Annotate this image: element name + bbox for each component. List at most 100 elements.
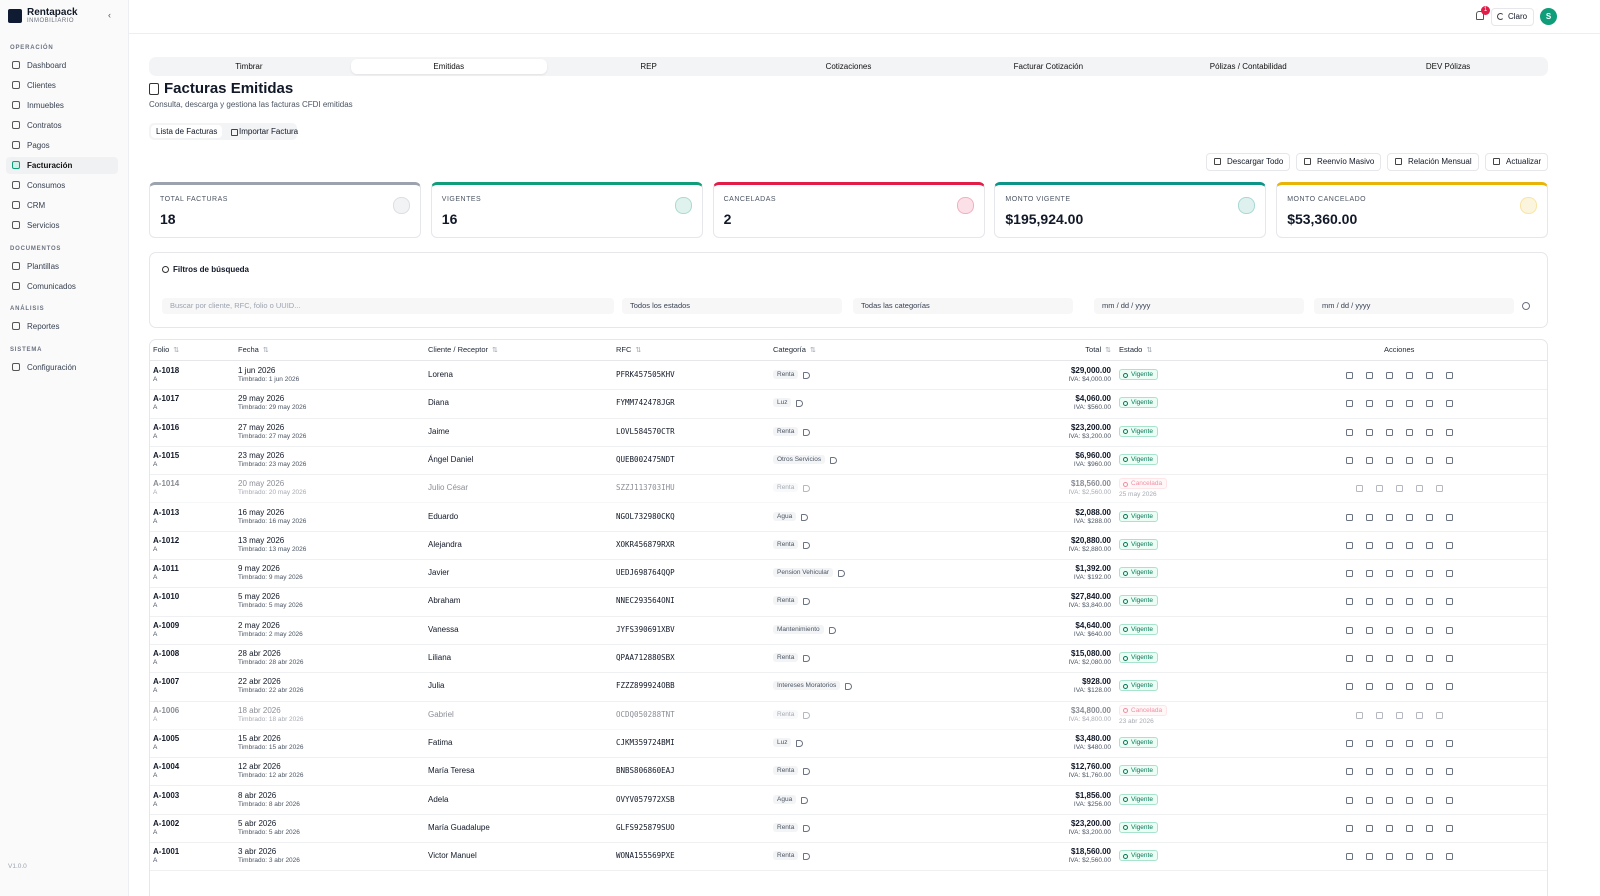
- row-action[interactable]: [1406, 683, 1413, 691]
- tag-icon[interactable]: [803, 598, 810, 606]
- row-action[interactable]: [1386, 824, 1393, 832]
- row-action[interactable]: [1346, 739, 1353, 747]
- row-action[interactable]: [1386, 372, 1393, 379]
- date-from[interactable]: mm / dd / yyyy: [1094, 298, 1304, 314]
- row-action[interactable]: [1346, 655, 1353, 662]
- column-header[interactable]: Folio ⇅: [153, 345, 180, 354]
- row-action[interactable]: [1346, 853, 1353, 861]
- row-action[interactable]: [1426, 570, 1433, 578]
- row-action[interactable]: [1436, 711, 1443, 719]
- row-action[interactable]: [1346, 400, 1353, 408]
- nav-item[interactable]: Contratos: [6, 117, 118, 134]
- tab[interactable]: DEV Pólizas: [1425, 62, 1471, 71]
- row-action[interactable]: [1426, 400, 1433, 408]
- row-action[interactable]: [1406, 796, 1413, 804]
- column-header[interactable]: Cliente / Receptor ⇅: [428, 345, 498, 354]
- row-action[interactable]: [1406, 598, 1413, 606]
- row-action[interactable]: [1406, 768, 1413, 776]
- row-action[interactable]: [1446, 598, 1453, 606]
- row-action[interactable]: [1356, 485, 1363, 493]
- subtab[interactable]: Lista de Facturas: [151, 125, 223, 138]
- row-action[interactable]: [1386, 768, 1393, 776]
- row-action[interactable]: [1426, 824, 1433, 832]
- row-action[interactable]: [1386, 598, 1393, 606]
- row-action[interactable]: [1346, 598, 1353, 606]
- row-action[interactable]: [1346, 456, 1353, 464]
- tag-icon[interactable]: [803, 768, 810, 776]
- clear-filters[interactable]: [1522, 302, 1530, 310]
- row-action[interactable]: [1386, 739, 1393, 747]
- row-action[interactable]: [1416, 485, 1423, 493]
- row-action[interactable]: [1366, 598, 1373, 606]
- row-action[interactable]: [1426, 739, 1433, 747]
- row-action[interactable]: [1396, 711, 1403, 719]
- row-action[interactable]: [1446, 456, 1453, 464]
- tab[interactable]: REP: [640, 62, 657, 71]
- row-action[interactable]: [1366, 541, 1373, 549]
- tag-icon[interactable]: [845, 683, 852, 691]
- row-action[interactable]: [1376, 711, 1383, 719]
- row-action[interactable]: [1426, 683, 1433, 691]
- row-action[interactable]: [1446, 513, 1453, 521]
- nav-item[interactable]: CRM: [6, 197, 118, 214]
- tag-icon[interactable]: [803, 372, 810, 379]
- row-action[interactable]: [1426, 372, 1433, 379]
- tab[interactable]: Timbrar: [235, 62, 263, 71]
- row-action[interactable]: [1426, 853, 1433, 861]
- row-action[interactable]: [1406, 541, 1413, 549]
- nav-item[interactable]: Facturación: [6, 157, 118, 174]
- nav-item[interactable]: Consumos: [6, 177, 118, 194]
- row-action[interactable]: [1406, 655, 1413, 662]
- tag-icon[interactable]: [803, 428, 810, 436]
- search-input[interactable]: Buscar por cliente, RFC, folio o UUID...: [162, 298, 614, 314]
- row-action[interactable]: [1346, 513, 1353, 521]
- column-header[interactable]: Categoría ⇅: [773, 345, 816, 354]
- row-action[interactable]: [1386, 541, 1393, 549]
- row-action[interactable]: [1366, 513, 1373, 521]
- theme-toggle[interactable]: Claro: [1491, 8, 1535, 26]
- row-action[interactable]: [1446, 683, 1453, 691]
- row-action[interactable]: [1356, 711, 1363, 719]
- row-action[interactable]: [1366, 428, 1373, 436]
- row-action[interactable]: [1386, 655, 1393, 662]
- row-action[interactable]: [1446, 428, 1453, 436]
- tag-icon[interactable]: [803, 824, 810, 832]
- row-action[interactable]: [1366, 400, 1373, 408]
- row-action[interactable]: [1426, 513, 1433, 521]
- row-action[interactable]: [1366, 739, 1373, 747]
- action-button[interactable]: Reenvío Masivo: [1296, 153, 1382, 171]
- tag-icon[interactable]: [803, 541, 810, 549]
- row-action[interactable]: [1346, 626, 1353, 634]
- row-action[interactable]: [1386, 683, 1393, 691]
- row-action[interactable]: [1396, 485, 1403, 493]
- tag-icon[interactable]: [803, 485, 810, 493]
- row-action[interactable]: [1376, 485, 1383, 493]
- row-action[interactable]: [1426, 655, 1433, 662]
- row-action[interactable]: [1446, 768, 1453, 776]
- row-action[interactable]: [1426, 626, 1433, 634]
- row-action[interactable]: [1366, 824, 1373, 832]
- row-action[interactable]: [1386, 570, 1393, 578]
- row-action[interactable]: [1446, 372, 1453, 379]
- row-action[interactable]: [1366, 768, 1373, 776]
- row-action[interactable]: [1426, 768, 1433, 776]
- row-action[interactable]: [1346, 372, 1353, 379]
- status-select[interactable]: Todos los estados: [622, 298, 842, 314]
- row-action[interactable]: [1446, 400, 1453, 408]
- tag-icon[interactable]: [796, 400, 803, 408]
- action-button[interactable]: Actualizar: [1485, 153, 1549, 171]
- tab[interactable]: Cotizaciones: [825, 62, 872, 71]
- action-button[interactable]: Descargar Todo: [1206, 153, 1291, 171]
- column-header[interactable]: RFC ⇅: [616, 345, 642, 354]
- row-action[interactable]: [1346, 796, 1353, 804]
- tag-icon[interactable]: [829, 626, 836, 634]
- row-action[interactable]: [1406, 853, 1413, 861]
- row-action[interactable]: [1386, 400, 1393, 408]
- column-header[interactable]: Total ⇅: [1085, 345, 1111, 354]
- row-action[interactable]: [1346, 824, 1353, 832]
- row-action[interactable]: [1416, 711, 1423, 719]
- row-action[interactable]: [1346, 541, 1353, 549]
- nav-item[interactable]: Reportes: [6, 318, 118, 335]
- row-action[interactable]: [1446, 796, 1453, 804]
- nav-item[interactable]: Comunicados: [6, 278, 118, 295]
